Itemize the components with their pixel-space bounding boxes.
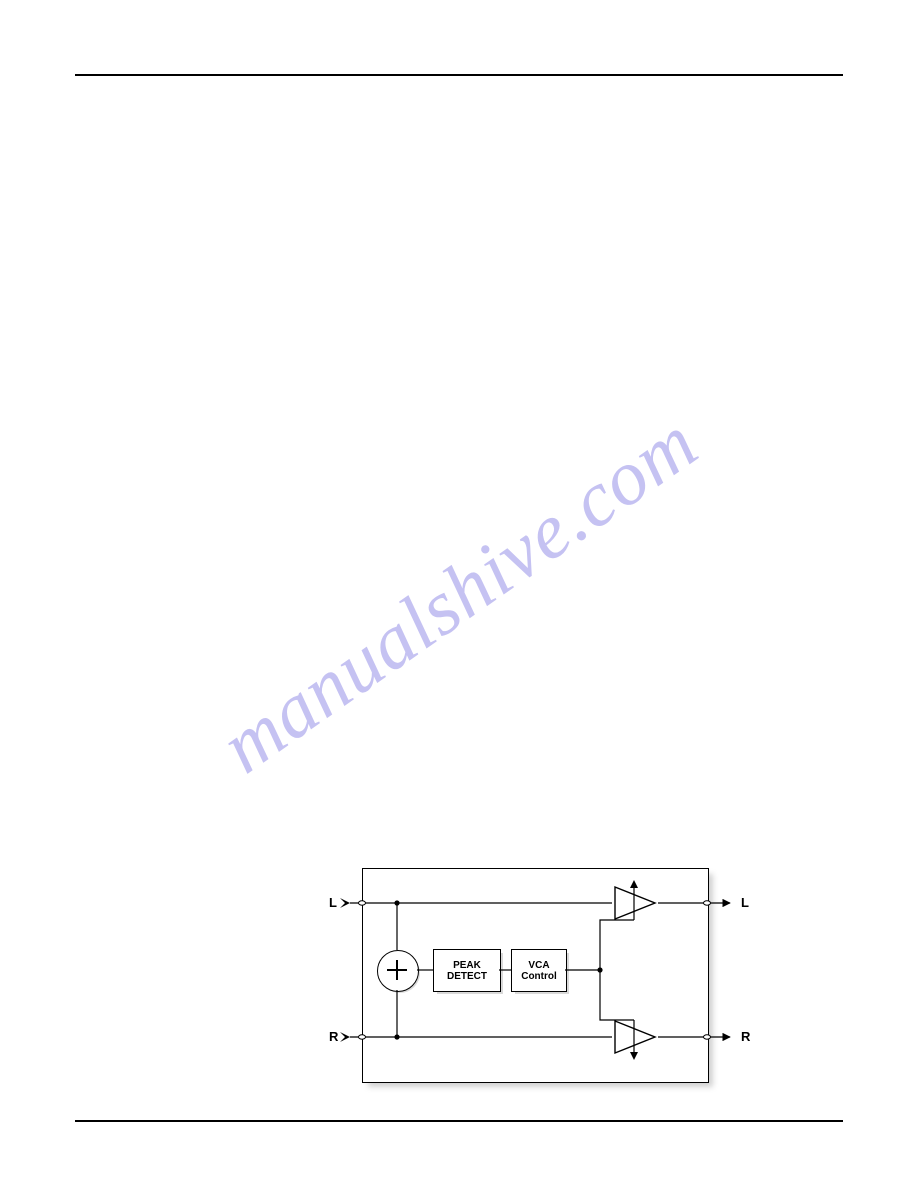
sum-plus-v (396, 960, 398, 980)
watermark-text: manualshive.com (204, 397, 713, 791)
bottom-rule (75, 1120, 843, 1122)
in-l-chevron-icon (340, 898, 350, 908)
sum-node (377, 950, 419, 992)
page: manualshive.com PEAKDETECT VCAControl L … (0, 0, 918, 1188)
top-rule (75, 74, 843, 76)
vca-control-block: VCAControl (511, 949, 567, 992)
out-r-label: R (741, 1029, 750, 1044)
peak-detect-label: PEAKDETECT (447, 960, 487, 982)
peak-detect-block: PEAKDETECT (433, 949, 501, 992)
in-l-label: L (329, 895, 337, 910)
vca-control-label: VCAControl (521, 960, 557, 982)
in-r-chevron-icon (340, 1032, 350, 1042)
out-l-label: L (741, 895, 749, 910)
in-r-label: R (329, 1029, 338, 1044)
